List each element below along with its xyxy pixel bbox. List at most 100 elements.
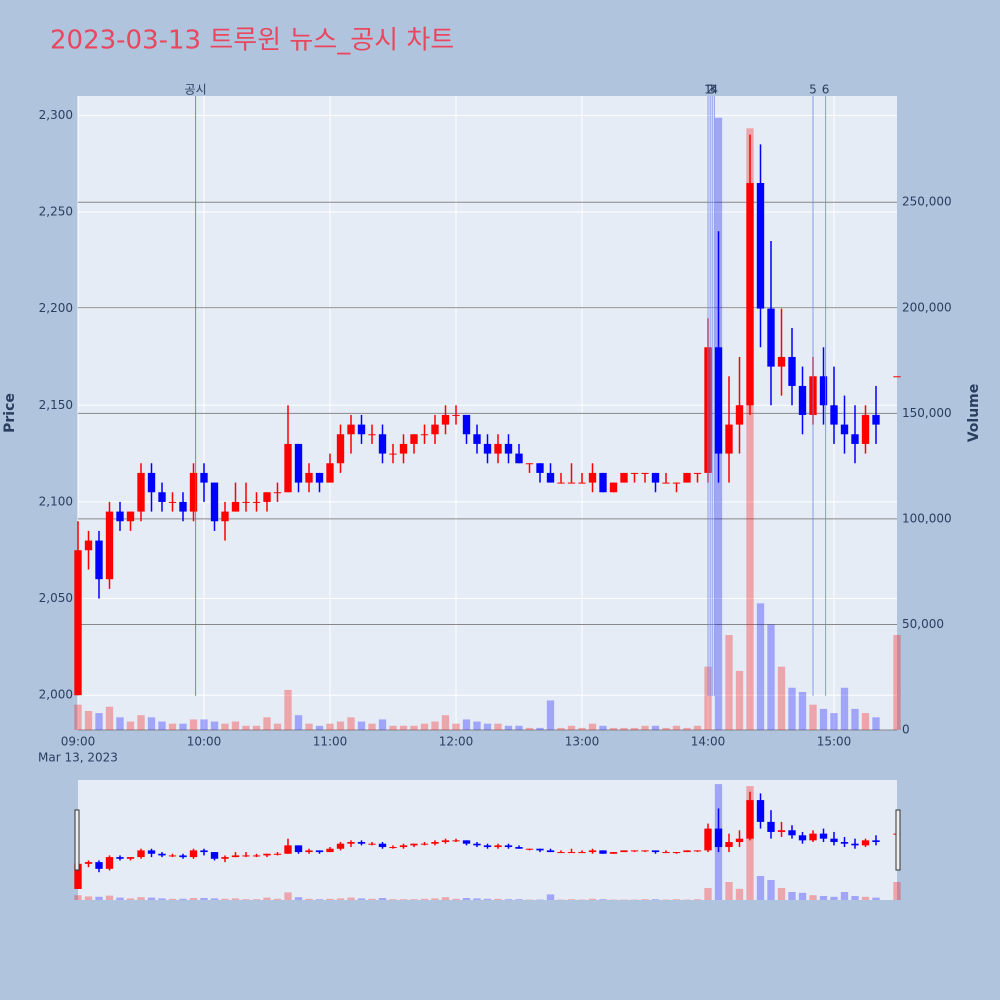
volume-bar <box>504 725 513 730</box>
slider-volume-bar <box>515 899 523 900</box>
slider-volume-bar <box>830 896 838 900</box>
slider-volume-bar <box>137 897 145 900</box>
slider-candle-body <box>578 852 586 854</box>
annotation-label: 1 <box>704 83 712 97</box>
volume-bar <box>861 713 870 730</box>
volume-bar <box>410 725 418 730</box>
volume-bar <box>147 717 156 730</box>
x-tick-label: 10:00 <box>187 735 222 749</box>
candle-body <box>410 434 418 444</box>
slider-volume-bar <box>242 899 250 900</box>
slider-volume-bar <box>231 898 240 900</box>
slider-candle-body <box>683 850 691 853</box>
volume-bar <box>326 723 334 730</box>
slider-candle-body <box>504 845 513 848</box>
volume-bar <box>378 719 387 730</box>
slider-volume-bar <box>189 898 198 900</box>
candle-body <box>137 472 145 512</box>
candle-body <box>767 308 775 367</box>
volume-bar <box>294 715 303 730</box>
slider-volume-bar <box>252 899 261 900</box>
candle-body <box>252 501 261 503</box>
candle-body <box>788 356 796 386</box>
slider-volume-bar <box>840 892 849 900</box>
slider-candle-body <box>420 843 429 845</box>
candle-body <box>494 443 502 454</box>
slider-volume-bar <box>452 898 460 900</box>
volume-bar <box>74 704 82 730</box>
slider-candle-body <box>872 840 880 843</box>
slider-candle-body <box>546 850 555 853</box>
x-tick-label: 12:00 <box>439 735 474 749</box>
candle-body <box>851 434 859 444</box>
slider-candle-body <box>200 850 208 853</box>
candle-body <box>840 424 849 435</box>
candle-body <box>294 443 303 483</box>
volume-bar <box>158 721 166 730</box>
slider-volume-bar <box>798 892 807 900</box>
y-tick-label: 2,300 <box>39 108 73 122</box>
y-tick-label: 2,250 <box>39 204 73 218</box>
slider-candle-body <box>798 835 807 841</box>
volume-bar <box>357 721 366 730</box>
slider-candle-body <box>735 838 744 843</box>
slider-candle-body <box>410 843 418 846</box>
candle-body <box>305 472 313 483</box>
slider-candle-body <box>756 800 765 822</box>
slider-candle-body <box>399 845 408 848</box>
volume-bar <box>431 721 439 730</box>
slider-volume-bar <box>588 898 597 900</box>
slider-candle-body <box>305 850 313 853</box>
y2-tick-label: 150,000 <box>902 406 952 420</box>
slider-candle-body <box>672 852 681 854</box>
slider-volume-bar <box>399 899 408 900</box>
volume-bar <box>483 723 492 730</box>
volume-bar <box>546 700 555 730</box>
candle-body <box>504 443 513 454</box>
candle-body <box>546 472 555 483</box>
candle-body <box>588 472 597 483</box>
range-handle-right[interactable] <box>895 809 901 871</box>
volume-bar <box>777 666 786 730</box>
volume-bar <box>893 634 901 730</box>
slider-candle-body <box>389 847 397 849</box>
volume-bar <box>515 725 523 730</box>
slider-volume-bar <box>294 897 303 900</box>
candle-body <box>284 443 292 493</box>
slider-candle-body <box>746 800 754 839</box>
slider-candle-body <box>74 863 82 889</box>
slider-candle-body <box>777 830 786 832</box>
range-handle-left[interactable] <box>74 809 80 871</box>
y2-tick-label: 100,000 <box>902 511 952 525</box>
candle-body <box>830 405 838 425</box>
slider-candle-body <box>462 840 471 844</box>
candle-body <box>714 347 723 454</box>
slider-candle-body <box>189 850 198 858</box>
slider-candle-body <box>336 843 345 849</box>
candle-body <box>683 472 691 483</box>
volume-bar <box>630 727 639 730</box>
x-tick-label: 14:00 <box>691 735 726 749</box>
slider-candle-body <box>840 842 849 844</box>
slider-candle-body <box>494 845 502 848</box>
slider-volume-bar <box>210 898 219 900</box>
slider-volume-bar <box>431 898 439 900</box>
slider-volume-bar <box>851 896 859 900</box>
x-tick-label: 11:00 <box>313 735 348 749</box>
slider-candle-body <box>273 853 282 855</box>
slider-volume-bar <box>168 898 177 900</box>
slider-candle-body <box>809 833 817 841</box>
slider-volume-bar <box>872 897 880 900</box>
volume-bar <box>756 603 765 730</box>
candle-body <box>536 463 544 473</box>
candle-body <box>200 472 208 483</box>
candle-body <box>357 424 366 435</box>
volume-bar <box>273 723 282 730</box>
slider-volume-bar <box>315 899 324 900</box>
candle-body <box>179 501 187 512</box>
slider-candle-body <box>714 828 723 848</box>
candle-body <box>221 511 229 522</box>
candle-body <box>651 472 660 483</box>
candle-body <box>578 482 586 484</box>
candle-body <box>336 434 345 464</box>
